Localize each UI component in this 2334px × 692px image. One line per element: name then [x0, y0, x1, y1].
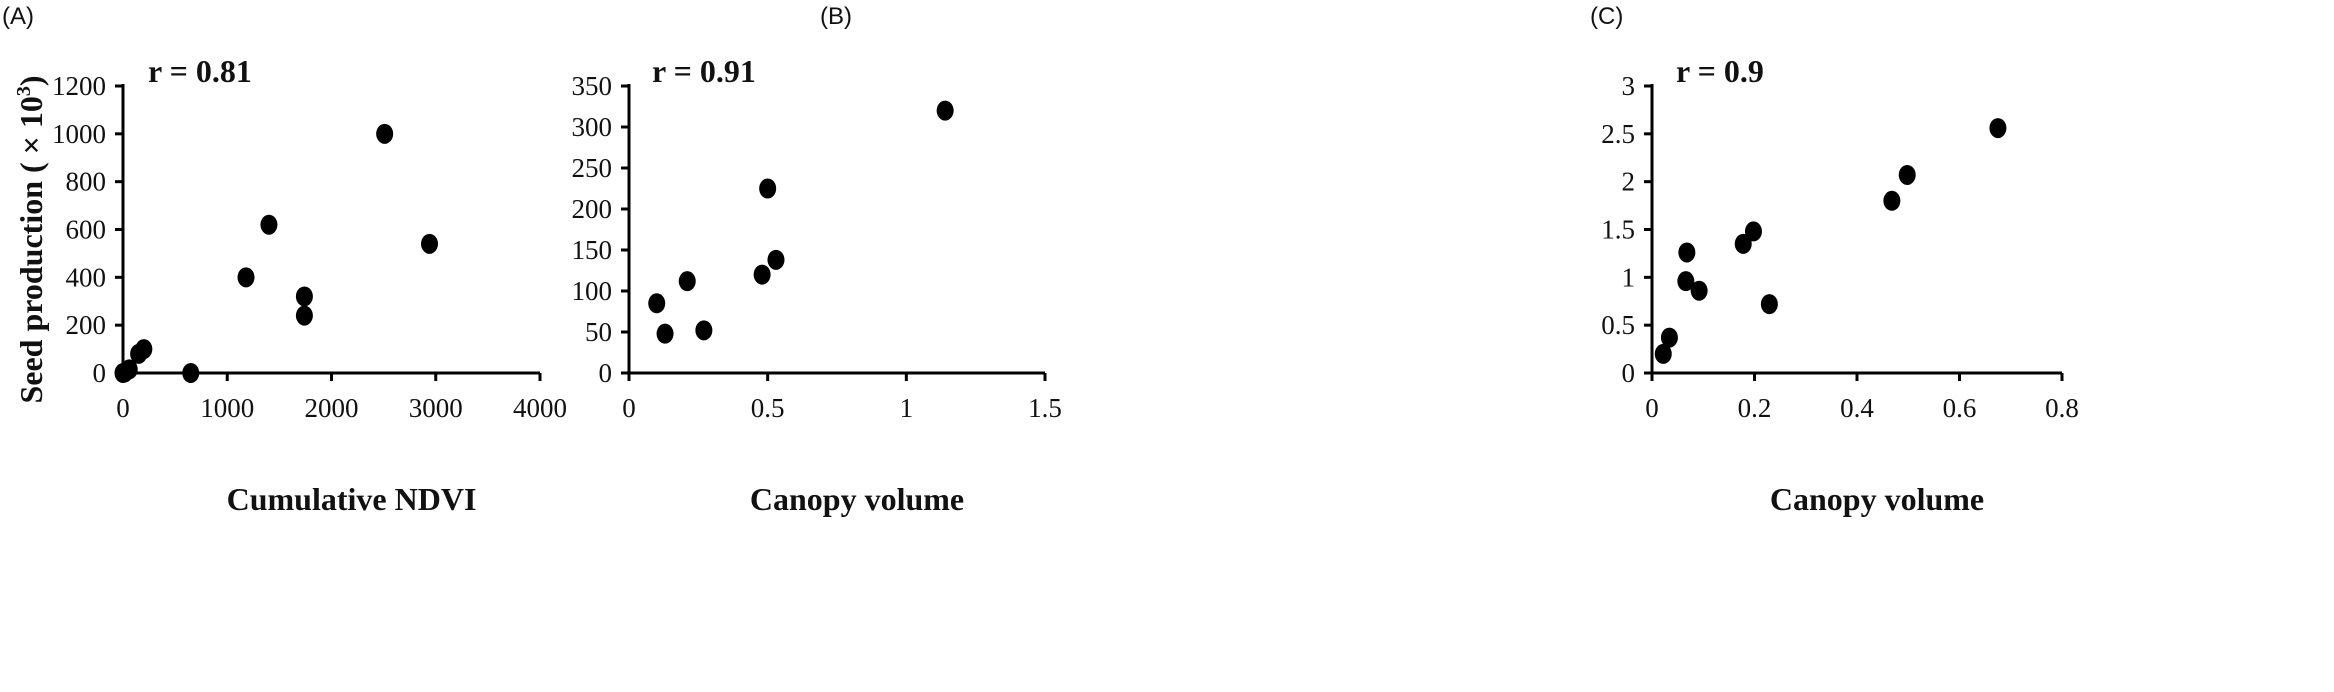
correlation-annotation: r = 0.91: [652, 53, 756, 89]
y-tick-label: 200: [66, 310, 107, 340]
x-tick-label: 4000: [513, 393, 567, 423]
panel-b: 0 50 100 150 200 250 300 350 0 0.5 1 1.5 (B) r = 0.91…: [572, 3, 1062, 517]
data-point: [1898, 164, 1916, 185]
data-point: [936, 100, 954, 121]
y-axis-label-main: Seed production ( × 10: [13, 96, 49, 403]
data-point: [1660, 327, 1678, 348]
x-tick-label: 0: [116, 393, 130, 423]
data-point: [295, 286, 313, 307]
x-tick-label: 0.4: [1840, 393, 1874, 423]
x-tick-label: 1000: [200, 393, 254, 423]
data-point: [753, 264, 771, 285]
y-tick-label: 600: [66, 215, 107, 245]
data-point: [759, 178, 777, 199]
y-axis-label-end: ): [13, 75, 49, 86]
y-tick-label: 1: [1622, 262, 1636, 292]
data-point: [1734, 233, 1752, 254]
y-tick-label: 0: [1622, 358, 1636, 388]
panel-c: 0 0.5 1 1.5 2 2.5 3 0 0.2 0.4 0.6 0.8 (C) r = 0.9 Cano…: [1590, 3, 2079, 517]
data-point: [135, 339, 153, 360]
panel-label: (C): [1590, 3, 1623, 30]
y-tick-label: 300: [572, 112, 613, 142]
y-tick-label: 150: [572, 235, 613, 265]
data-point: [260, 214, 278, 235]
data-point: [656, 323, 674, 344]
data-point: [182, 363, 200, 383]
x-tick-label: 1.5: [1028, 393, 1062, 423]
y-tick-label: 100: [572, 276, 613, 306]
x-axis-label: Canopy volume: [1770, 481, 1984, 517]
y-tick-label: 200: [572, 194, 613, 224]
panel-label: (B): [820, 3, 852, 30]
data-point: [1883, 190, 1901, 211]
y-tick-label: 0: [599, 358, 613, 388]
x-tick-label: 0: [1645, 393, 1659, 423]
y-tick-label: 3: [1622, 71, 1636, 101]
x-tick-label: 2000: [305, 393, 359, 423]
data-point: [1654, 343, 1672, 364]
y-tick-label: 250: [572, 153, 613, 183]
y-tick-label: 50: [585, 317, 612, 347]
correlation-annotation: r = 0.9: [1676, 53, 1764, 89]
y-tick-label: 2: [1622, 167, 1636, 197]
y-tick-label: 1200: [52, 71, 106, 101]
y-axis-label: Seed production ( × 103): [13, 75, 49, 403]
x-tick-label: 0.2: [1738, 393, 1772, 423]
x-tick-label: 0.5: [751, 393, 785, 423]
data-point: [1744, 221, 1762, 242]
data-point: [120, 359, 138, 380]
y-tick-label: 800: [66, 167, 107, 197]
panel-a: 0 200 400 600 800 1000 1200 0 1000 2000 3000 4000 (A…: [2, 3, 567, 517]
y-tick-label: 400: [66, 262, 107, 292]
data-point: [1677, 271, 1695, 292]
data-point: [1989, 118, 2007, 139]
data-point: [648, 293, 666, 314]
data-point: [295, 305, 313, 326]
y-tick-label: 1.5: [1601, 215, 1635, 245]
y-axis-label-superscript: 3: [13, 86, 35, 96]
x-tick-label: 0.8: [2045, 393, 2079, 423]
data-point: [678, 271, 696, 292]
y-tick-label: 350: [572, 71, 613, 101]
x-tick-label: 3000: [409, 393, 463, 423]
data-point: [1678, 242, 1696, 263]
data-point: [237, 267, 255, 288]
y-tick-label: 1000: [52, 119, 106, 149]
correlation-annotation: r = 0.81: [148, 53, 252, 89]
data-point: [1760, 294, 1778, 315]
x-tick-label: 0: [622, 393, 636, 423]
data-point: [695, 320, 713, 341]
data-point: [376, 123, 394, 144]
x-tick-label: 1: [900, 393, 914, 423]
x-axis-label: Cumulative NDVI: [227, 481, 477, 517]
data-point: [1690, 280, 1708, 301]
y-tick-label: 0: [93, 358, 107, 388]
x-tick-label: 0.6: [1943, 393, 1977, 423]
data-point: [420, 233, 438, 254]
x-axis-label: Canopy volume: [750, 481, 964, 517]
y-tick-label: 2.5: [1601, 119, 1635, 149]
panel-label: (A): [2, 3, 34, 30]
y-tick-label: 0.5: [1601, 310, 1635, 340]
data-point: [767, 249, 785, 270]
